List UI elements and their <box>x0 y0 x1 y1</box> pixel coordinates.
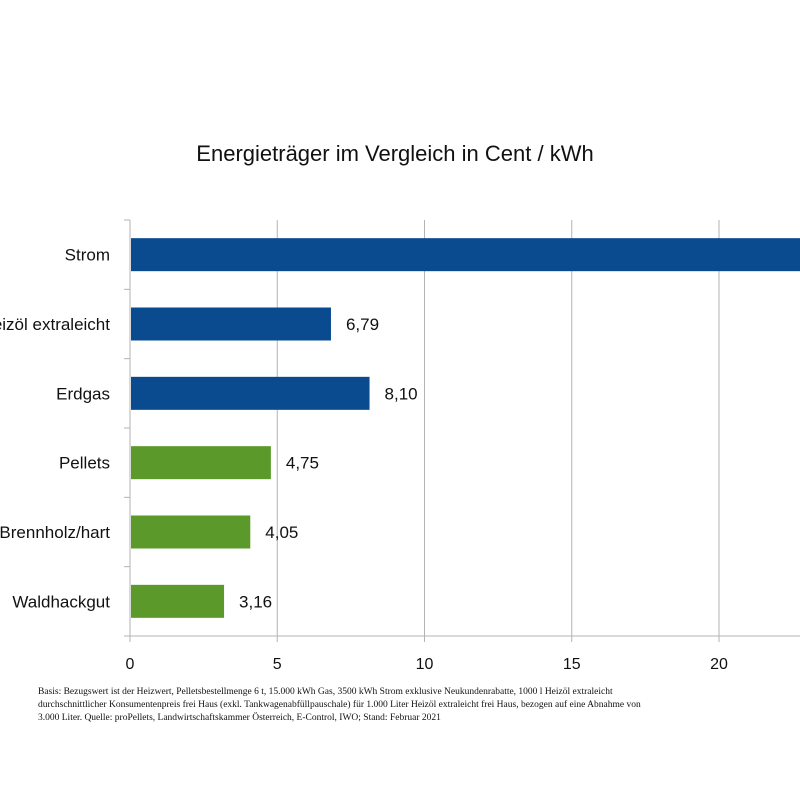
footnote-line: 3.000 Liter. Quelle: proPellets, Landwir… <box>38 713 441 723</box>
data-label: 3,16 <box>239 592 272 611</box>
x-tick-label: 10 <box>416 656 434 673</box>
category-label: Brennholz/hart <box>0 523 110 542</box>
bar <box>131 376 370 410</box>
x-tick-label: 20 <box>710 656 728 673</box>
bar <box>131 446 271 480</box>
x-tick-label: 15 <box>563 656 581 673</box>
data-label: 4,05 <box>265 523 298 542</box>
category-label: Erdgas <box>56 384 110 403</box>
bar <box>131 515 251 549</box>
footnote-line: durchschnittlicher Konsumentenpreis frei… <box>38 700 641 710</box>
x-tick-label: 5 <box>273 656 282 673</box>
footnote-line: Basis: Bezugswert ist der Heizwert, Pell… <box>38 687 613 697</box>
category-label: Pellets <box>59 454 110 473</box>
bar <box>131 238 800 272</box>
footnote: Basis: Bezugswert ist der Heizwert, Pell… <box>38 686 800 725</box>
category-label: Strom <box>65 246 110 265</box>
x-tick-label: 0 <box>126 656 135 673</box>
data-label: 6,79 <box>346 315 379 334</box>
category-label: Heizöl extraleicht <box>0 315 110 334</box>
bar <box>131 307 331 341</box>
chart-title: Energieträger im Vergleich in Cent / kWh <box>196 141 594 166</box>
data-label: 4,75 <box>286 454 319 473</box>
category-label: Waldhackgut <box>12 592 110 611</box>
bar <box>131 584 225 618</box>
data-label: 8,10 <box>385 384 418 403</box>
